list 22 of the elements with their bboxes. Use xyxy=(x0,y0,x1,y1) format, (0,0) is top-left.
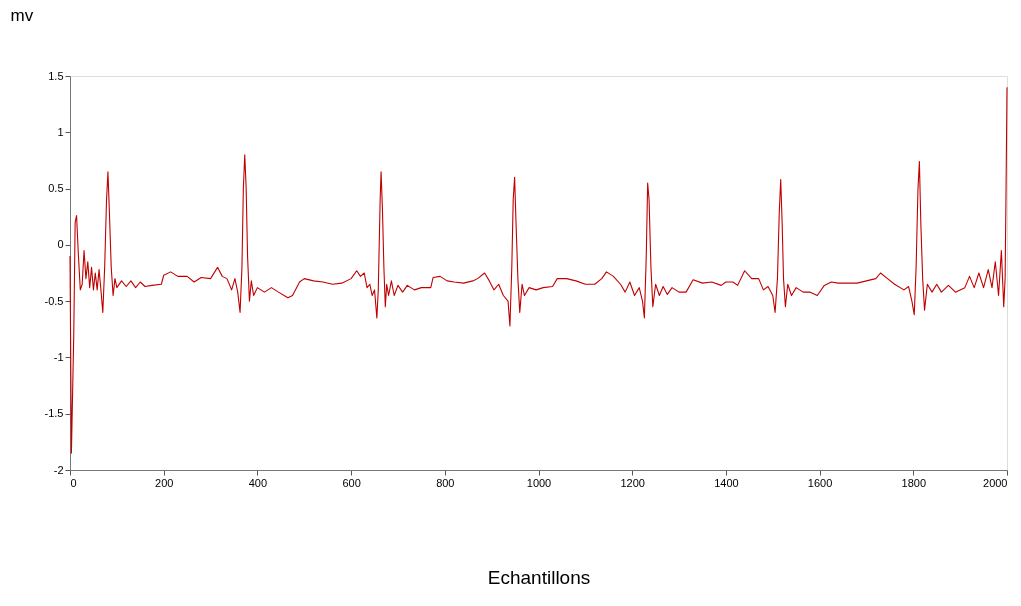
y-tick-label: -0.5 xyxy=(44,294,64,307)
x-axis-title: Echantillons xyxy=(487,566,591,588)
y-axis-title: mv xyxy=(10,5,34,25)
x-tick-label: 1400 xyxy=(714,476,739,489)
y-tick-label: 1 xyxy=(57,125,64,138)
x-tick-label: 200 xyxy=(155,476,174,489)
y-tick-label: 0.5 xyxy=(48,182,64,195)
y-tick-label: -2 xyxy=(53,463,64,476)
y-tick-label: -1.5 xyxy=(44,407,64,420)
x-tick-label: 1200 xyxy=(620,476,645,489)
x-tick-label: 2000 xyxy=(983,476,1008,489)
x-tick-label: 1600 xyxy=(807,476,833,489)
x-tick-label: 0 xyxy=(70,476,77,489)
y-tick-label: 0 xyxy=(57,238,64,251)
y-tick-label: -1 xyxy=(53,350,64,363)
x-tick-label: 1800 xyxy=(901,476,927,489)
x-tick-label: 800 xyxy=(436,476,455,489)
line-series xyxy=(69,86,1008,454)
y-tick-label: 1.5 xyxy=(48,69,64,82)
x-tick-label: 400 xyxy=(248,476,268,489)
x-tick-label: 600 xyxy=(342,476,361,489)
x-tick-label: 1000 xyxy=(526,476,552,489)
